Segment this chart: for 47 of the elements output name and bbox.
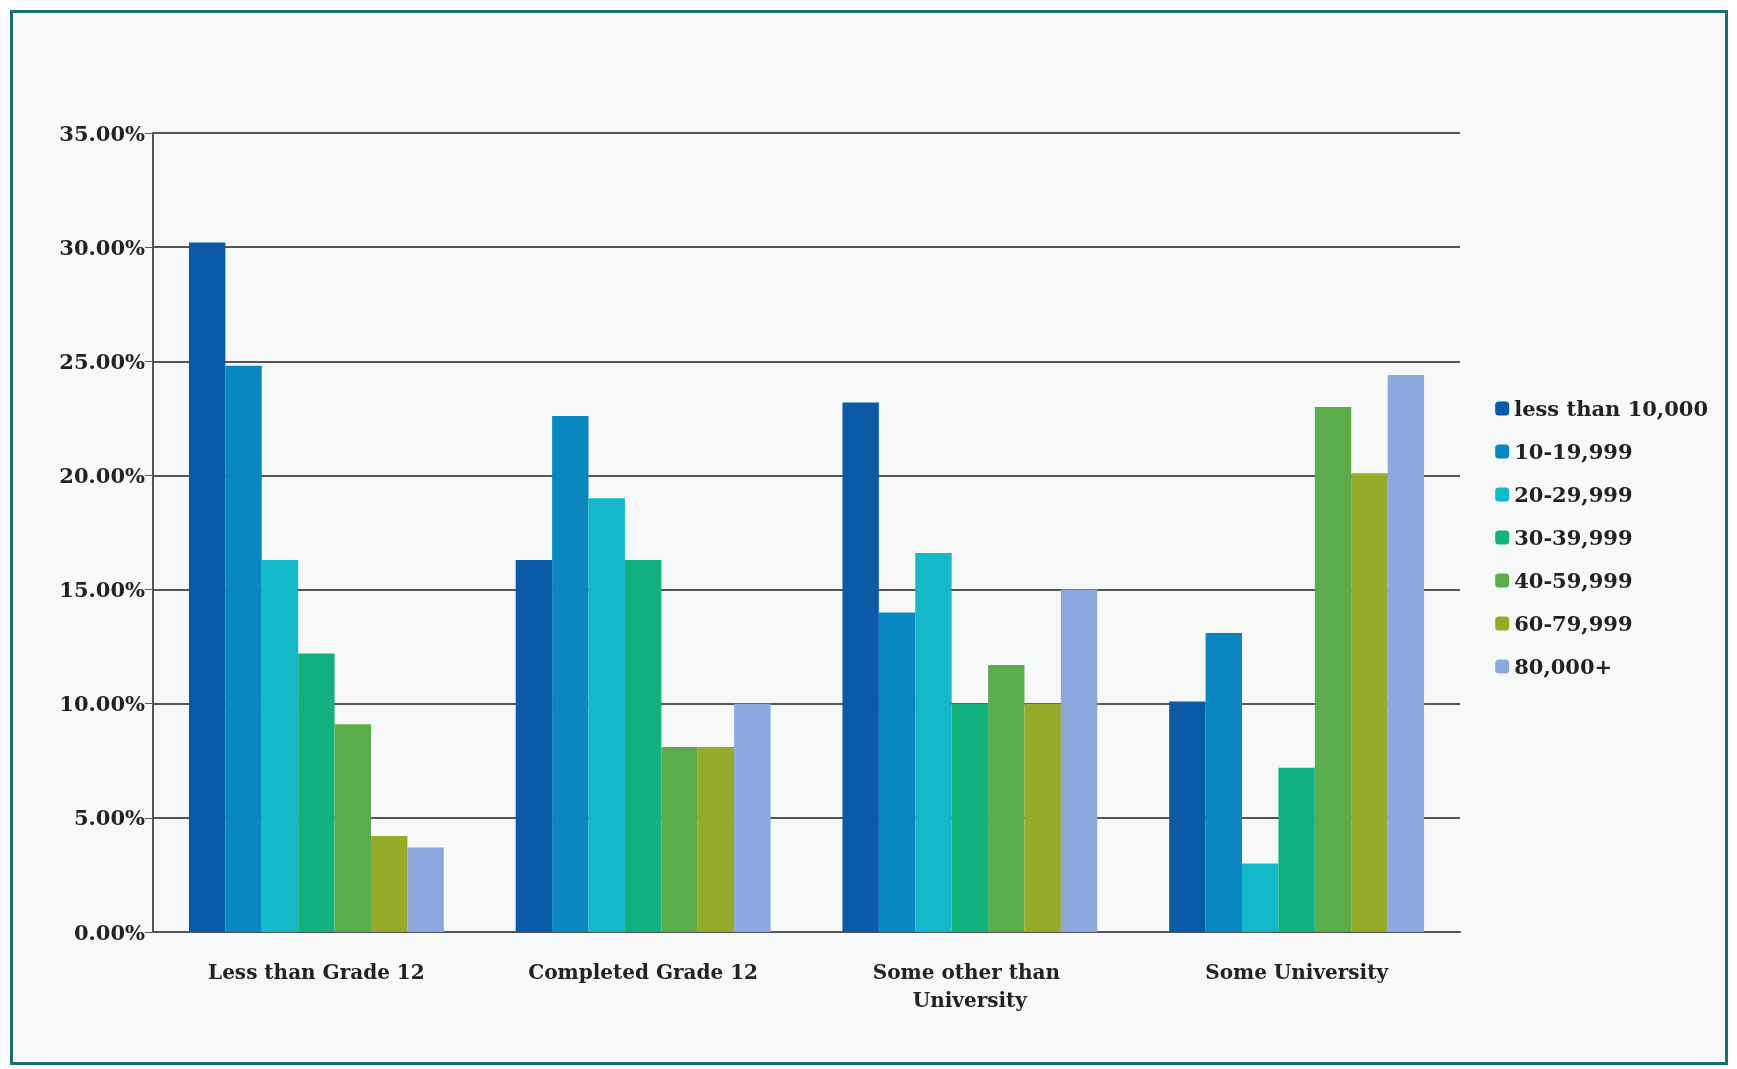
x-tick-label: Completed Grade 12 [528, 960, 758, 984]
y-tick-label: 5.00% [73, 805, 146, 831]
y-tick-label: 0.00% [73, 919, 146, 945]
bar [1060, 589, 1098, 932]
x-tick-label: Some other than University [872, 960, 1067, 1012]
bar [188, 242, 226, 932]
bar [407, 847, 444, 932]
legend-label: 10-19,999 [1514, 439, 1633, 464]
legend-label: 80,000+ [1514, 654, 1613, 679]
bar [1351, 473, 1388, 932]
bar [515, 559, 553, 932]
y-tick-label: 20.00% [59, 462, 146, 488]
bar [552, 416, 589, 932]
bar [261, 559, 299, 932]
bar [1278, 767, 1315, 932]
bar [697, 747, 735, 932]
legend-label: less than 10,000 [1514, 396, 1709, 421]
bar [988, 664, 1025, 932]
legend-label: 20-29,999 [1514, 482, 1633, 507]
bar [734, 703, 771, 932]
y-tick-label: 15.00% [59, 577, 146, 603]
y-tick-label: 25.00% [59, 348, 146, 374]
bar [298, 653, 335, 932]
x-tick-label: Some University [1205, 960, 1390, 984]
bar [334, 724, 371, 932]
bar [915, 553, 952, 932]
legend-label: 60-79,999 [1514, 611, 1633, 636]
x-tick-label: Less than Grade 12 [208, 960, 425, 984]
bar [1387, 374, 1425, 932]
y-tick-label: 30.00% [59, 234, 146, 260]
bar [588, 498, 625, 932]
bar [370, 836, 408, 932]
bar [1205, 632, 1243, 932]
y-tick-label: 10.00% [59, 691, 146, 717]
legend-label: 30-39,999 [1514, 525, 1633, 550]
bar [1314, 406, 1352, 932]
bar [1242, 863, 1279, 932]
legend-label: 40-59,999 [1514, 568, 1633, 593]
bar [1169, 701, 1206, 932]
y-tick-label: 35.00% [59, 120, 146, 146]
bar [951, 703, 989, 932]
bar [878, 612, 916, 932]
bar [624, 559, 662, 932]
bar [842, 402, 879, 932]
bar [225, 365, 262, 932]
bar [1024, 703, 1061, 932]
bar [661, 747, 698, 932]
